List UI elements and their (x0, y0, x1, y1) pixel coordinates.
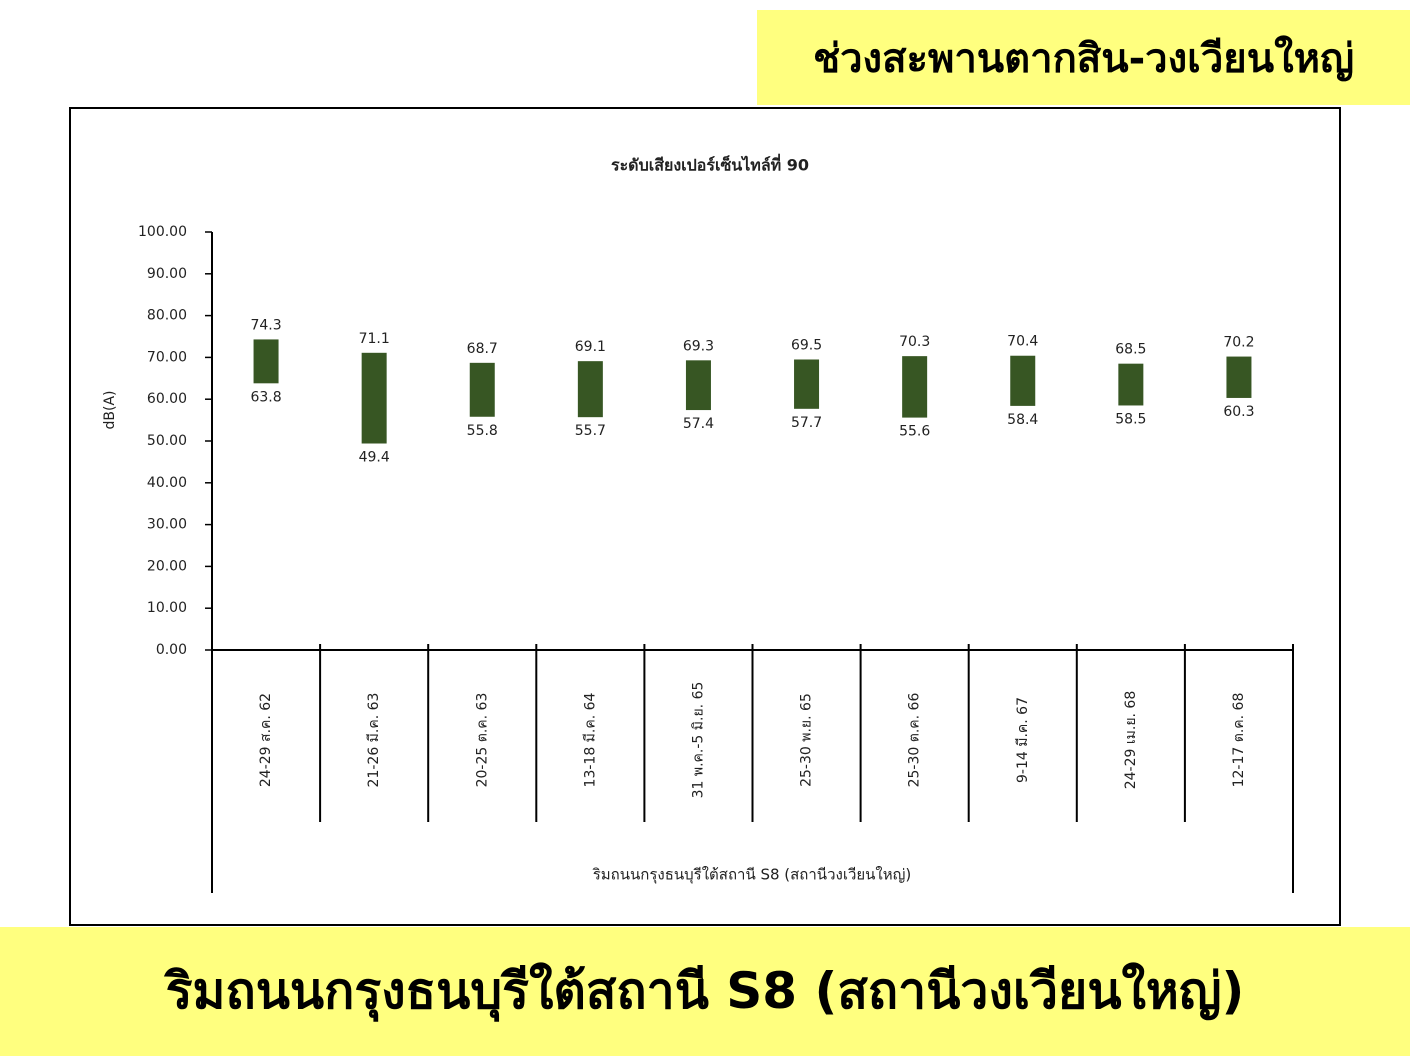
range-bar (685, 360, 711, 411)
low-label: 63.8 (250, 389, 281, 405)
y-tick-label: 0.00 (156, 642, 187, 658)
low-label: 60.3 (1223, 404, 1254, 420)
group-label: ริมถนนกรุงธนบุรีใต้สถานี S8 (สถานีวงเวีย… (592, 866, 911, 885)
range-bar (1010, 355, 1036, 406)
range-bar (253, 339, 279, 384)
high-label: 68.5 (1115, 342, 1146, 358)
chart-title: ระดับเสียงเปอร์เซ็นไทล์ที่ 90 (611, 154, 809, 175)
y-tick-label: 60.00 (147, 391, 187, 407)
high-label: 69.3 (683, 338, 714, 354)
footer-title: ริมถนนกรุงธนบุรีใต้สถานี S8 (สถานีวงเวีย… (0, 927, 1410, 1056)
y-tick-label: 10.00 (147, 600, 187, 616)
y-tick-label: 20.00 (147, 558, 187, 574)
low-label: 55.7 (575, 423, 606, 439)
high-label: 70.4 (1007, 334, 1038, 350)
y-tick-label: 50.00 (147, 433, 187, 449)
high-label: 69.5 (791, 337, 822, 353)
x-tick-label: 24-29 เม.ย. 68 (1123, 691, 1139, 790)
high-label: 70.3 (899, 334, 930, 350)
y-tick-label: 40.00 (147, 475, 187, 491)
x-tick-label: 25-30 ต.ค. 66 (907, 693, 923, 788)
y-tick-label: 30.00 (147, 517, 187, 533)
x-tick-label: 31 พ.ค.-5 มิ.ย. 65 (690, 682, 706, 799)
x-tick-label: 24-29 ส.ค. 62 (258, 693, 274, 787)
range-bar (361, 352, 387, 444)
low-label: 57.7 (791, 415, 822, 431)
high-label: 74.3 (250, 317, 281, 333)
low-label: 58.4 (1007, 412, 1038, 428)
y-axis-title: dB(A) (102, 391, 118, 430)
x-tick-label: 12-17 ต.ค. 68 (1231, 693, 1247, 788)
y-tick-label: 80.00 (147, 308, 187, 324)
section-title: ช่วงสะพานตากสิน-วงเวียนใหญ่ (757, 10, 1410, 105)
low-label: 55.6 (899, 424, 930, 440)
range-bar (902, 356, 928, 418)
high-label: 70.2 (1223, 335, 1254, 351)
low-label: 57.4 (683, 416, 714, 432)
high-label: 68.7 (467, 341, 498, 357)
y-tick-label: 90.00 (147, 266, 187, 282)
low-label: 49.4 (359, 450, 390, 466)
range-bar (577, 361, 603, 418)
x-tick-label: 13-18 มี.ค. 64 (582, 692, 598, 787)
range-bar (794, 359, 820, 409)
range-bar (1118, 363, 1144, 406)
y-tick-label: 70.00 (147, 349, 187, 365)
high-label: 71.1 (359, 331, 390, 347)
x-tick-label: 21-26 มี.ค. 63 (366, 693, 382, 788)
low-label: 58.5 (1115, 411, 1146, 427)
x-tick-label: 25-30 พ.ย. 65 (799, 693, 815, 787)
range-bar (1226, 356, 1252, 398)
high-label: 69.1 (575, 339, 606, 355)
chart-frame (69, 107, 1341, 926)
low-label: 55.8 (467, 423, 498, 439)
x-tick-label: 20-25 ต.ค. 63 (474, 693, 490, 788)
x-tick-label: 9-14 มี.ค. 67 (1015, 697, 1031, 783)
range-bar (469, 362, 495, 417)
y-tick-label: 100.00 (138, 224, 187, 240)
